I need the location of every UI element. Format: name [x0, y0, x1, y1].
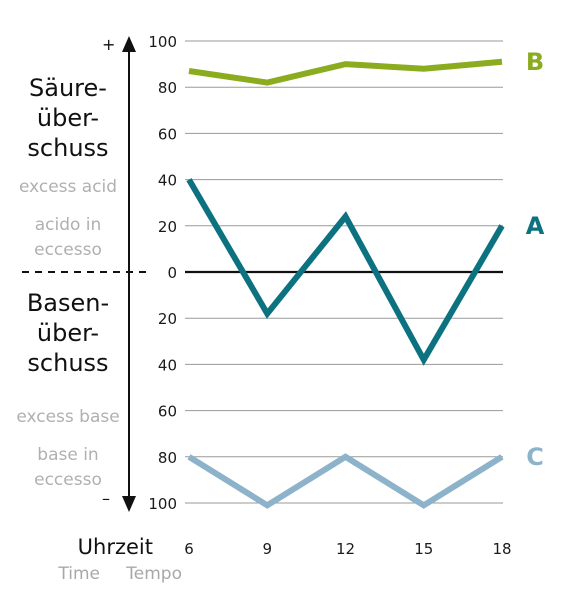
y-tick-label: 40	[158, 356, 177, 374]
series-label-c: C	[526, 443, 544, 471]
acid-label-line-3: schuss	[27, 134, 108, 162]
y-axis-ticks: 100 80 60 40 20 0 20 40 60 80 100	[148, 33, 177, 513]
acid-excess-labels: Säure- über- schuss excess acid acido in…	[19, 74, 117, 260]
y-tick-label: 80	[158, 79, 177, 97]
x-tick-label: 18	[492, 540, 511, 558]
acid-label-english: excess acid	[19, 177, 117, 197]
x-axis-ticks: 6 9 12 15 18	[184, 540, 511, 558]
x-tick-label: 6	[184, 540, 194, 558]
minus-sign: –	[102, 489, 110, 508]
series-label-a: A	[526, 212, 545, 240]
base-label-line-3: schuss	[27, 349, 108, 377]
series-labels: B A C	[526, 48, 545, 471]
arrow-head-down-icon	[122, 496, 136, 512]
y-tick-label: 20	[158, 218, 177, 236]
y-tick-label: 0	[167, 264, 177, 282]
time-label-german: Uhrzeit	[78, 535, 153, 559]
acid-label-italian-1: acido in	[35, 215, 102, 235]
acid-label-italian-2: eccesso	[34, 240, 102, 260]
acid-label-line-1: Säure-	[29, 74, 107, 102]
y-tick-label: 60	[158, 403, 177, 421]
y-tick-label: 100	[148, 33, 177, 51]
base-excess-labels: Basen- über- schuss excess base base in …	[16, 289, 119, 490]
base-label-line-1: Basen-	[27, 289, 109, 317]
base-label-italian-1: base in	[37, 445, 98, 465]
series-lines	[186, 58, 505, 509]
chart-grid	[185, 40, 503, 504]
x-tick-label: 9	[262, 540, 272, 558]
base-label-line-2: über-	[37, 319, 99, 347]
base-label-italian-2: eccesso	[34, 470, 102, 490]
time-label-english: Time	[57, 564, 100, 584]
series-line-b	[188, 58, 503, 86]
x-tick-label: 15	[414, 540, 433, 558]
acid-label-line-2: über-	[37, 104, 99, 132]
base-label-english: excess base	[16, 407, 119, 427]
plus-sign: +	[102, 35, 115, 54]
series-line-a	[186, 178, 505, 366]
vertical-arrow-axis	[122, 36, 136, 512]
series-line-c	[187, 453, 504, 509]
time-label-italian: Tempo	[125, 564, 182, 584]
y-tick-label: 40	[158, 172, 177, 190]
y-tick-label: 20	[158, 310, 177, 328]
y-tick-label: 60	[158, 125, 177, 143]
arrow-head-up-icon	[122, 36, 136, 52]
x-tick-label: 12	[336, 540, 355, 558]
y-tick-label: 100	[148, 495, 177, 513]
y-tick-label: 80	[158, 449, 177, 467]
series-label-b: B	[526, 48, 544, 76]
